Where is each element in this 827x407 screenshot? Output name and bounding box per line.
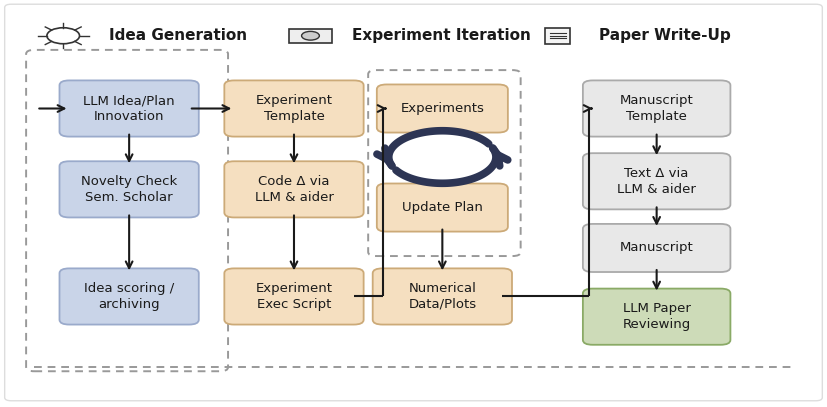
Text: Text Δ via
LLM & aider: Text Δ via LLM & aider (617, 167, 696, 196)
FancyBboxPatch shape (583, 81, 730, 137)
Text: LLM Idea/Plan
Innovation: LLM Idea/Plan Innovation (84, 94, 175, 123)
FancyBboxPatch shape (373, 268, 512, 324)
Text: Experiment
Template: Experiment Template (256, 94, 332, 123)
FancyBboxPatch shape (60, 268, 198, 324)
FancyBboxPatch shape (60, 161, 198, 217)
Text: Code Δ via
LLM & aider: Code Δ via LLM & aider (255, 175, 333, 204)
FancyBboxPatch shape (545, 28, 571, 44)
Text: Idea scoring /
archiving: Idea scoring / archiving (84, 282, 174, 311)
Text: Update Plan: Update Plan (402, 201, 483, 214)
Text: Novelty Check
Sem. Scholar: Novelty Check Sem. Scholar (81, 175, 177, 204)
FancyBboxPatch shape (224, 268, 364, 324)
FancyBboxPatch shape (224, 81, 364, 137)
Text: Experiments: Experiments (400, 102, 485, 115)
FancyBboxPatch shape (377, 184, 508, 232)
Text: Experiment
Exec Script: Experiment Exec Script (256, 282, 332, 311)
Circle shape (302, 31, 319, 40)
Text: Numerical
Data/Plots: Numerical Data/Plots (409, 282, 476, 311)
FancyBboxPatch shape (5, 4, 822, 401)
FancyBboxPatch shape (583, 289, 730, 345)
FancyBboxPatch shape (289, 29, 332, 43)
Text: Manuscript: Manuscript (619, 241, 694, 254)
Text: Experiment Iteration: Experiment Iteration (351, 28, 531, 43)
Text: Manuscript
Template: Manuscript Template (619, 94, 694, 123)
Text: LLM Paper
Reviewing: LLM Paper Reviewing (623, 302, 691, 331)
FancyBboxPatch shape (224, 161, 364, 217)
FancyBboxPatch shape (583, 153, 730, 209)
FancyBboxPatch shape (377, 85, 508, 133)
FancyBboxPatch shape (583, 224, 730, 272)
Text: Paper Write-Up: Paper Write-Up (599, 28, 731, 43)
Text: Idea Generation: Idea Generation (108, 28, 246, 43)
FancyBboxPatch shape (60, 81, 198, 137)
